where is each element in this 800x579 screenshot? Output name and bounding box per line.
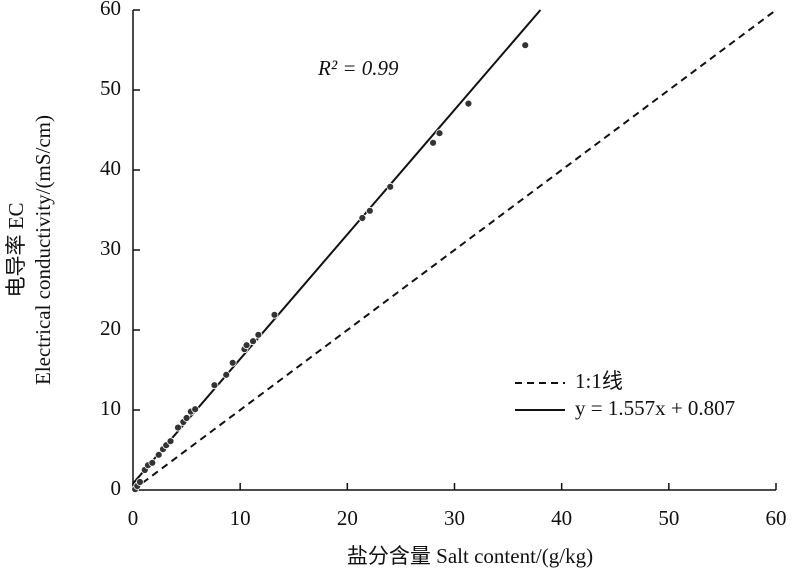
point: [154, 450, 163, 459]
point: [254, 330, 263, 339]
x-axis-label: 盐分含量 Salt content/(g/kg): [347, 544, 593, 568]
point: [365, 206, 374, 215]
point: [464, 99, 473, 108]
y-tick-label: 0: [111, 476, 122, 500]
point: [228, 358, 237, 367]
point: [521, 41, 530, 50]
point: [174, 423, 182, 432]
y-tick-label: 30: [100, 236, 121, 260]
y-axis-label: Electrical conductivity/(mS/cm): [31, 115, 55, 385]
y-tick-label: 60: [100, 0, 121, 20]
point: [182, 414, 191, 422]
x-tick-label: 40: [551, 506, 572, 530]
x-tick-label: 20: [337, 506, 358, 530]
y-tick-label: 10: [100, 396, 121, 420]
annotation: R² = 0.99: [317, 56, 399, 80]
point: [148, 458, 157, 467]
x-tick-label: 50: [658, 506, 679, 530]
point: [435, 129, 444, 138]
point: [249, 337, 257, 346]
x-tick-label: 0: [128, 506, 139, 530]
y-tick-label: 40: [100, 156, 121, 180]
point: [386, 182, 395, 191]
point: [429, 138, 437, 147]
point: [136, 478, 144, 486]
y-tick-label: 20: [100, 316, 121, 340]
point: [358, 214, 367, 222]
legend-label: 1:1线: [575, 369, 623, 393]
point: [222, 370, 231, 379]
y-axis-label: 电导率 EC: [4, 202, 28, 297]
x-tick-label: 30: [444, 506, 465, 530]
reference-line: [132, 9, 542, 485]
legend-label: y = 1.557x + 0.807: [575, 396, 735, 420]
point: [191, 405, 200, 414]
point: [210, 381, 219, 390]
point: [166, 437, 175, 446]
point: [242, 341, 251, 350]
x-tick-label: 10: [230, 506, 251, 530]
reference-line: [132, 9, 777, 491]
x-tick-label: 60: [766, 506, 787, 530]
y-tick-label: 50: [100, 76, 121, 100]
point: [270, 310, 279, 319]
